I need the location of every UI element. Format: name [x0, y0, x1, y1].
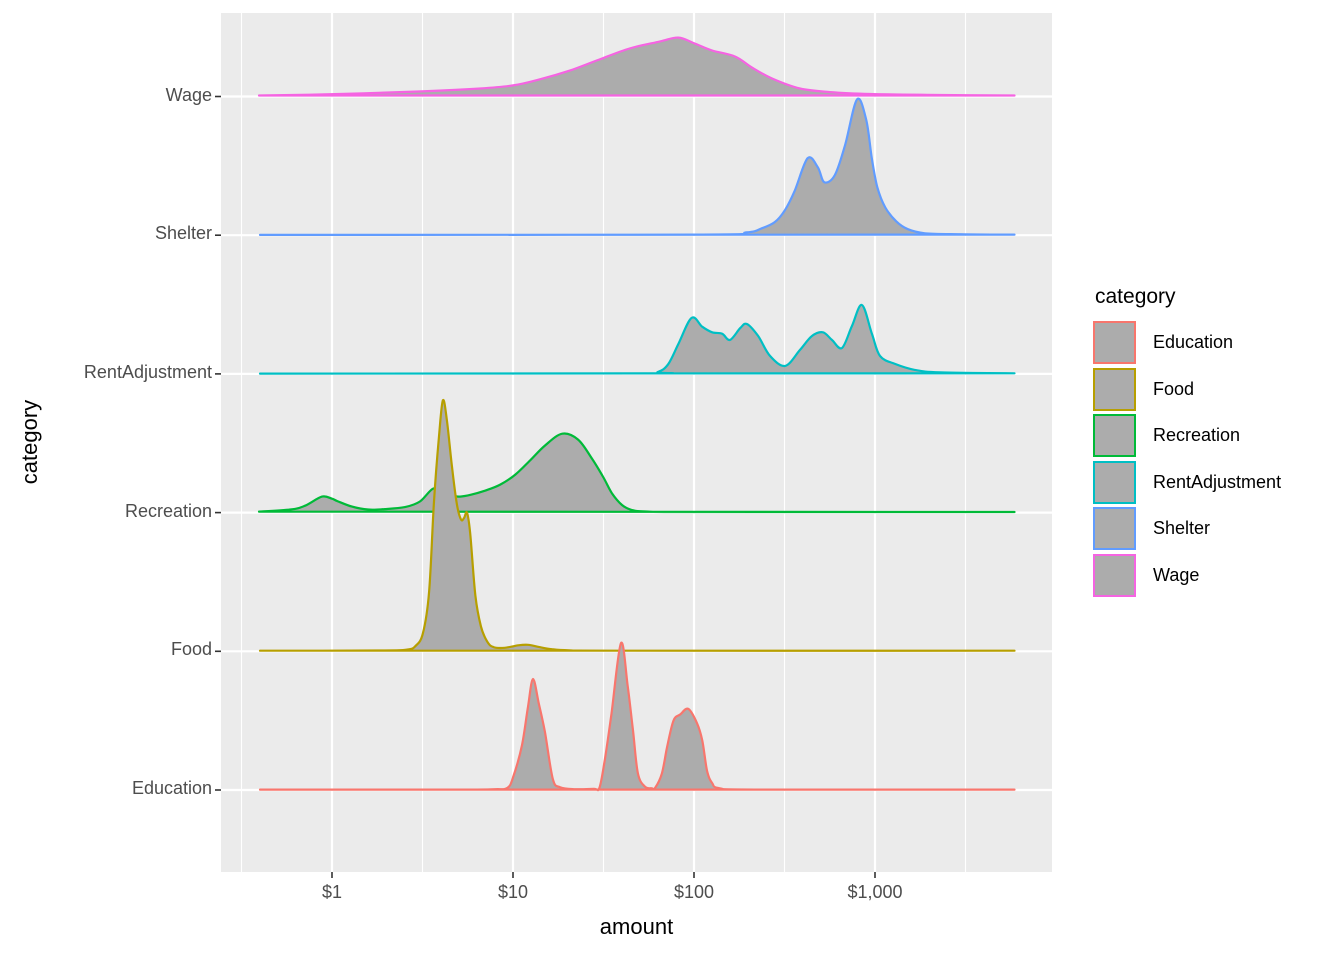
legend-item-Food: Food	[1093, 367, 1281, 411]
x-tick-label-1: $1	[321, 882, 343, 902]
y-tick-label-RentAdjustment: RentAdjustment	[83, 361, 212, 382]
legend-key-Food	[1093, 367, 1136, 411]
legend: category Education Food Recreation RentAdju…	[1093, 285, 1281, 600]
legend-key-Shelter	[1093, 507, 1136, 550]
legend-key-RentAdjustment	[1093, 460, 1136, 504]
y-tick-label-Education: Education	[131, 778, 212, 798]
density-RentAdjustment	[258, 303, 1016, 375]
density-Wage	[257, 36, 1016, 97]
legend-title: category	[1095, 285, 1176, 308]
legend-item-Shelter: Shelter	[1093, 507, 1281, 550]
legend-item-Recreation: Recreation	[1093, 414, 1281, 457]
legend-item-Education: Education	[1093, 321, 1281, 364]
y-axis-title: category	[17, 399, 42, 485]
density-Recreation	[257, 432, 1016, 514]
legend-key-Wage	[1093, 553, 1136, 597]
panel-background	[221, 13, 1052, 872]
legend-item-Wage: Wage	[1093, 553, 1281, 597]
legend-label-Food: Food	[1153, 378, 1195, 399]
legend-label-RentAdjustment: RentAdjustment	[1153, 471, 1282, 492]
density-Food	[258, 398, 1016, 652]
legend-label-Wage: Wage	[1153, 564, 1200, 585]
legend-label-Education: Education	[1153, 332, 1234, 352]
legend-item-RentAdjustment: RentAdjustment	[1093, 460, 1282, 504]
x-tick-label-100: $100	[673, 882, 715, 902]
legend-key-Recreation	[1093, 414, 1136, 457]
density-Shelter	[258, 97, 1016, 237]
legend-label-Shelter: Shelter	[1153, 518, 1211, 538]
x-axis-title: amount	[599, 914, 674, 939]
legend-key-Education	[1093, 321, 1136, 364]
legend-label-Recreation: Recreation	[1153, 425, 1241, 445]
density-Education	[258, 641, 1016, 792]
y-tick-label-Food: Food	[170, 639, 212, 660]
y-tick-label-Shelter: Shelter	[154, 223, 212, 244]
legend-items: Education Food Recreation RentAdjustment She…	[1093, 321, 1281, 597]
x-tick-label-1000: $1,000	[847, 882, 903, 902]
x-tick-label-10: $10	[497, 882, 529, 902]
y-tick-label-Wage: Wage	[165, 84, 212, 105]
y-tick-label-Recreation: Recreation	[124, 500, 212, 521]
